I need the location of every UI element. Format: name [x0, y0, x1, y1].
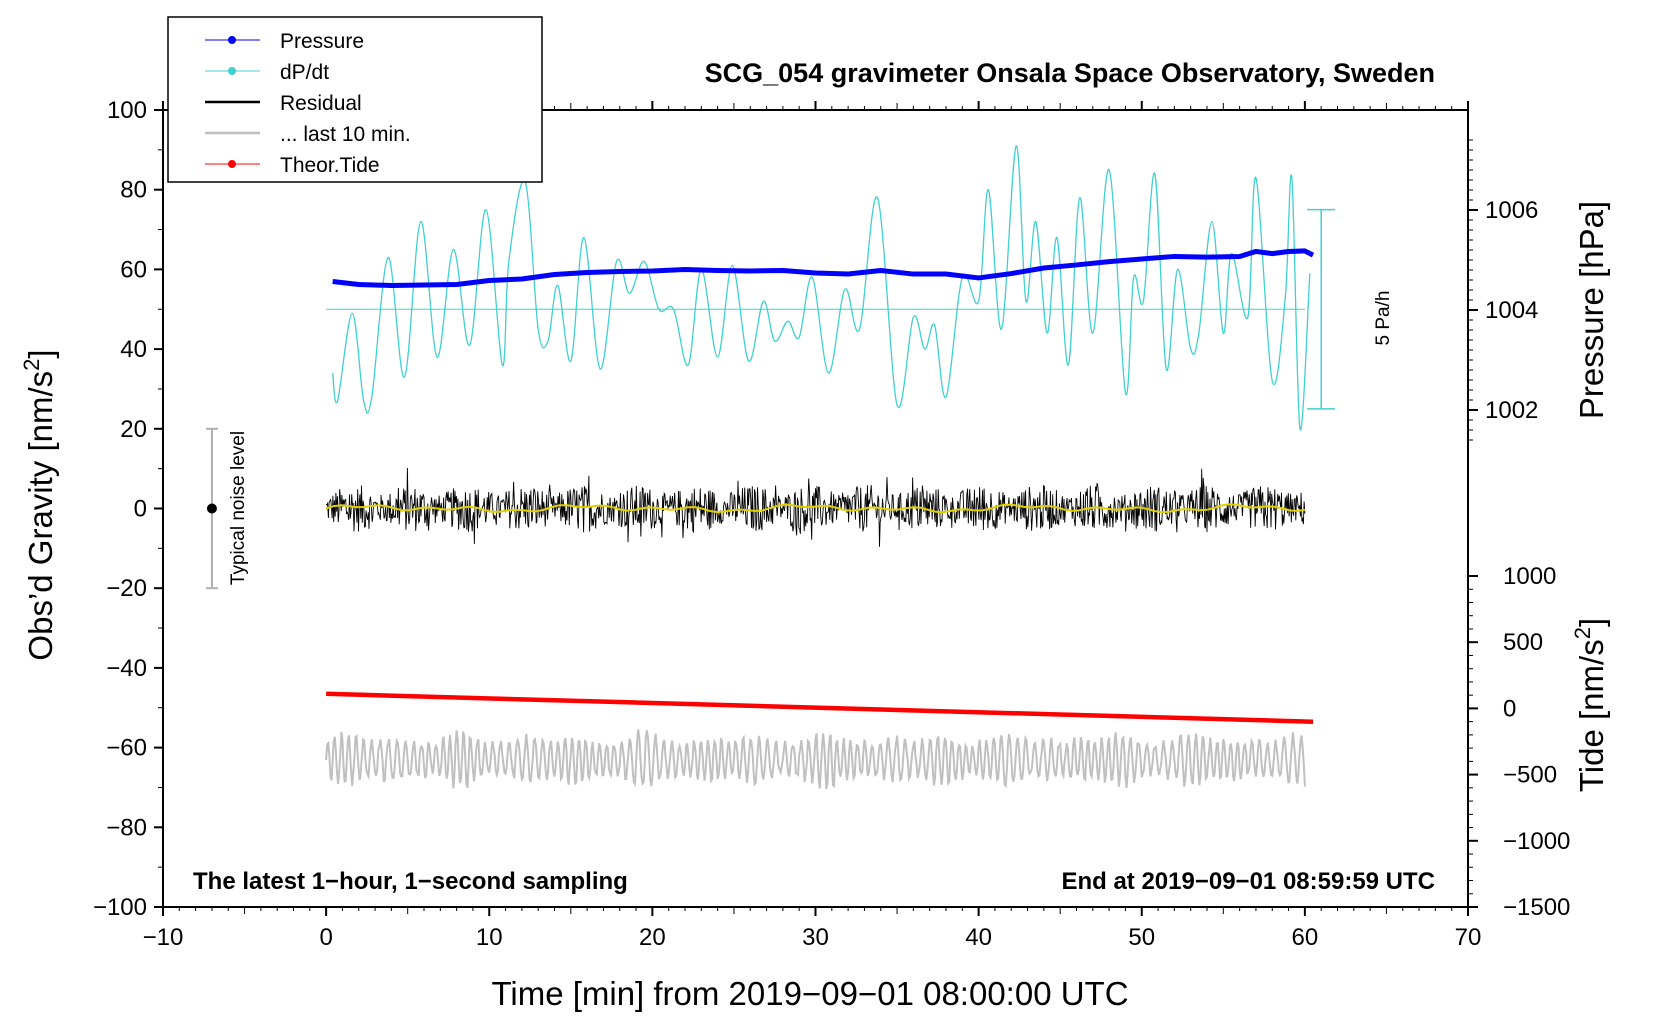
y-tick-label: −20 — [106, 575, 147, 602]
y-axis-tide-label-sup: 2 — [1570, 627, 1595, 639]
y-axis-left-label: Obs’d Gravity [nm/s2] — [19, 349, 59, 660]
y-tick-label: −60 — [106, 735, 147, 762]
y-axis-left-label-text: Obs’d Gravity [nm/s — [22, 371, 59, 661]
chart-title: SCG_054 gravimeter Onsala Space Observat… — [705, 58, 1435, 88]
legend-box — [167, 16, 543, 183]
x-tick-label: 70 — [1455, 924, 1482, 951]
y-tick-label: 60 — [120, 256, 147, 283]
y-tick-label: −100 — [93, 894, 147, 921]
x-tick-label: 60 — [1292, 924, 1319, 951]
x-axis: −10 0 10 20 30 40 50 60 70 — [143, 101, 1482, 951]
y-tick-label: 40 — [120, 336, 147, 363]
tide-tick-label: 0 — [1503, 695, 1516, 722]
y-axis-left-label-sup: 2 — [19, 359, 44, 371]
legend-marker — [228, 67, 236, 75]
annotation-end-time: End at 2019−09−01 08:59:59 UTC — [1061, 868, 1435, 895]
tide-tick-label: −1000 — [1503, 828, 1570, 855]
noise-bar-point — [206, 503, 217, 514]
y-tick-label: −40 — [106, 655, 147, 682]
dpdt-scale-label: 5 Pa/h — [1373, 291, 1394, 346]
y-tick-label: 0 — [134, 496, 147, 523]
x-tick-label: −10 — [143, 924, 184, 951]
tide-tick-label: −1500 — [1503, 894, 1570, 921]
noise-level-label: Typical noise level — [228, 431, 249, 585]
legend-label: Theor.Tide — [280, 154, 380, 177]
y-axis-left: 100 80 60 40 20 0 −20 −40 −60 −80 −100 — [93, 97, 163, 921]
pressure-tick-label: 1002 — [1485, 397, 1538, 424]
y-tick-label: −80 — [106, 814, 147, 841]
x-tick-label: 0 — [319, 924, 332, 951]
x-tick-label: 50 — [1128, 924, 1155, 951]
x-tick-label: 40 — [965, 924, 992, 951]
legend-marker — [228, 160, 236, 168]
x-tick-label: 10 — [476, 924, 503, 951]
tide-tick-label: −500 — [1503, 762, 1557, 789]
dpdt-series-line — [332, 145, 1311, 431]
y-axis-tide: 1000 500 0 −500 −1000 −1500 — [1468, 563, 1570, 921]
y-axis-left-label-end: ] — [22, 349, 59, 358]
y-tick-label: 100 — [107, 97, 147, 124]
y-axis-tide-label-text: Tide [nm/s — [1573, 639, 1610, 792]
pressure-tick-label: 1004 — [1485, 297, 1538, 324]
x-tick-label: 20 — [639, 924, 666, 951]
pressure-tick-label: 1006 — [1485, 197, 1538, 224]
y-axis-pressure-label: Pressure [hPa] — [1573, 201, 1610, 419]
legend-label: ... last 10 min. — [280, 123, 411, 146]
pressure-series-line — [332, 248, 1315, 288]
residual-series-line — [325, 467, 1306, 547]
y-tick-label: 20 — [120, 416, 147, 443]
legend-label: Pressure — [280, 30, 364, 53]
legend-label: Residual — [280, 92, 362, 115]
y-axis-tide-label-end: ] — [1573, 618, 1610, 627]
series-layer — [205, 145, 1336, 790]
legend-marker — [228, 36, 236, 44]
x-axis-label: Time [min] from 2019−09−01 08:00:00 UTC — [491, 975, 1128, 1012]
legend-label: dP/dt — [280, 61, 329, 84]
tide-series-line — [326, 691, 1314, 724]
tide-tick-label: 1000 — [1503, 563, 1556, 590]
annotation-sampling: The latest 1−hour, 1−second sampling — [193, 868, 628, 895]
x-tick-label: 30 — [802, 924, 829, 951]
tide-tick-label: 500 — [1503, 629, 1543, 656]
y-axis-pressure: 1006 1004 1002 — [1468, 139, 1538, 441]
y-axis-tide-label: Tide [nm/s2] — [1570, 618, 1610, 792]
last-10-min-series-line — [325, 729, 1306, 790]
legend: Pressure dP/dt Residual ... last 10 min. The… — [167, 16, 543, 183]
residual-mean-line — [325, 503, 1306, 514]
y-tick-label: 80 — [120, 177, 147, 204]
